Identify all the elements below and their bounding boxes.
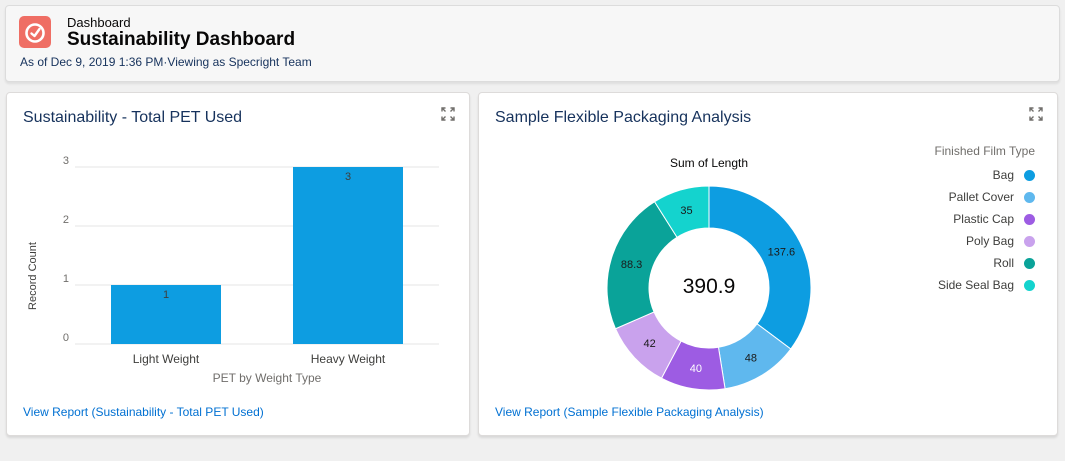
bar[interactable] xyxy=(293,167,403,344)
legend-swatch xyxy=(1024,191,1035,203)
legend-item[interactable]: Plastic Cap xyxy=(953,211,1035,227)
bar-y-ticks: 0 1 2 3 xyxy=(63,155,69,344)
y-tick-label: 3 xyxy=(63,155,69,167)
legend-label: Roll xyxy=(993,256,1014,270)
header-eyebrow: Dashboard xyxy=(67,15,131,30)
view-report-link-pet[interactable]: View Report (Sustainability - Total PET … xyxy=(23,405,264,419)
expand-icon[interactable] xyxy=(441,107,455,121)
legend-swatch xyxy=(1024,169,1035,181)
legend-label: Bag xyxy=(992,168,1014,182)
bar-data-labels: 13 xyxy=(163,171,351,301)
legend-item[interactable]: Pallet Cover xyxy=(949,189,1035,205)
legend-item[interactable]: Poly Bag xyxy=(966,233,1035,249)
legend-swatch xyxy=(1024,257,1035,269)
y-tick-label: 1 xyxy=(63,273,69,285)
x-tick-label: Light Weight xyxy=(133,352,200,366)
card-title: Sustainability - Total PET Used xyxy=(23,109,243,126)
legend-title: Finished Film Type xyxy=(934,144,1035,158)
legend-swatch xyxy=(1024,235,1035,247)
donut-slice-label: 40 xyxy=(690,363,702,375)
donut-slice[interactable] xyxy=(653,185,710,238)
legend-label: Poly Bag xyxy=(965,234,1014,248)
subtitle-separator: · xyxy=(163,55,168,69)
donut-slice-label: 42 xyxy=(644,338,656,350)
bar[interactable] xyxy=(111,285,221,344)
bar-data-label: 3 xyxy=(345,171,351,183)
donut-slice-label: 137.6 xyxy=(768,247,796,259)
dashboard-gauge-icon xyxy=(19,16,51,48)
card-title: Sample Flexible Packaging Analysis xyxy=(495,109,752,126)
donut-slice-labels: 137.6 48 40 42 88.3 35 xyxy=(621,205,795,375)
header-subtitle: As of Dec 9, 2019 1:36 PM·Viewing as Spe… xyxy=(20,55,312,69)
donut-slices xyxy=(606,185,812,391)
bar-x-axis-label: PET by Weight Type xyxy=(213,371,322,385)
donut-total: 390.9 xyxy=(683,275,736,298)
legend-item[interactable]: Side Seal Bag xyxy=(938,277,1035,293)
y-tick-label: 0 xyxy=(63,332,69,344)
bar-y-axis-label: Record Count xyxy=(27,242,39,310)
y-tick-label: 2 xyxy=(63,214,69,226)
legend-label: Pallet Cover xyxy=(948,190,1014,204)
legend-swatch xyxy=(1024,213,1035,225)
viewing-as: Viewing as Specright Team xyxy=(167,55,312,69)
page-title: Sustainability Dashboard xyxy=(67,29,296,50)
donut-slice-label: 88.3 xyxy=(621,259,642,271)
x-tick-label: Heavy Weight xyxy=(311,352,386,366)
view-report-link-packaging[interactable]: View Report (Sample Flexible Packaging A… xyxy=(495,405,764,419)
legend-label: Plastic Cap xyxy=(953,212,1014,226)
bar-series xyxy=(111,167,403,344)
legend-swatch xyxy=(1024,279,1035,291)
donut-chart: Sum of Length 137.6 48 40 42 88.3 35 390.9 xyxy=(606,156,812,391)
expand-icon[interactable] xyxy=(1029,107,1043,121)
card-flexible-packaging: Sample Flexible Packaging Analysis Sum o… xyxy=(478,92,1058,436)
dashboard-header: Dashboard Sustainability Dashboard As of… xyxy=(5,5,1060,82)
as-of-timestamp: As of Dec 9, 2019 1:36 PM xyxy=(20,55,164,69)
donut-title: Sum of Length xyxy=(670,156,748,170)
donut-slice[interactable] xyxy=(708,185,812,350)
bar-data-label: 1 xyxy=(163,289,169,301)
bar-x-ticks: Light Weight Heavy Weight xyxy=(133,352,386,366)
donut-slice-label: 48 xyxy=(745,352,757,364)
legend-item[interactable]: Roll xyxy=(993,255,1035,271)
legend-label: Side Seal Bag xyxy=(937,278,1014,292)
legend-item[interactable]: Bag xyxy=(993,167,1035,183)
donut-slice-label: 35 xyxy=(680,205,692,217)
